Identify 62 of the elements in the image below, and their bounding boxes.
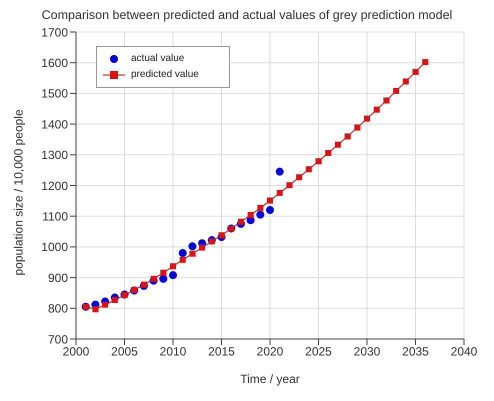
x-tick-label: 2035 xyxy=(402,344,430,359)
y-tick-label: 1700 xyxy=(41,25,68,40)
point xyxy=(422,59,428,66)
legend-label: predicted value xyxy=(131,68,199,82)
point xyxy=(276,168,284,176)
y-tick-label: 1100 xyxy=(42,209,68,224)
x-tick-label: 2005 xyxy=(111,344,138,359)
y-tick-label: 1300 xyxy=(41,148,68,162)
point xyxy=(257,204,264,211)
x-tick-label: 2025 xyxy=(305,344,332,359)
point xyxy=(383,97,390,104)
point xyxy=(412,68,418,75)
point xyxy=(276,190,283,196)
y-tick-label: 1400 xyxy=(41,117,68,132)
point xyxy=(354,124,360,130)
point xyxy=(112,297,118,304)
point xyxy=(92,306,98,312)
y-tick-label: 900 xyxy=(48,270,68,285)
point xyxy=(150,276,157,282)
point xyxy=(170,263,176,270)
x-axis-title: Time / year xyxy=(240,372,300,386)
point xyxy=(286,182,292,188)
point xyxy=(267,198,273,204)
y-tick-label: 800 xyxy=(48,302,68,316)
point xyxy=(364,116,370,122)
point xyxy=(102,302,108,308)
x-tick-label: 2000 xyxy=(62,344,90,359)
x-tick-label: 2015 xyxy=(208,344,236,359)
point xyxy=(393,88,400,94)
x-tick-label: 2030 xyxy=(354,344,381,359)
point xyxy=(189,250,196,257)
point xyxy=(325,150,332,156)
point xyxy=(180,256,186,263)
chart-title: Comparison between predicted and actual values of grey prediction model xyxy=(40,8,454,22)
point xyxy=(316,158,322,164)
point xyxy=(178,249,187,258)
point xyxy=(159,274,168,283)
x-tick-label: 2020 xyxy=(256,344,284,359)
y-tick-label: 1000 xyxy=(41,240,68,254)
point xyxy=(266,206,274,214)
y-tick-label: 1600 xyxy=(41,56,68,70)
y-tick-label: 1500 xyxy=(41,86,68,101)
y-tick-label: 1200 xyxy=(41,178,68,193)
point xyxy=(306,166,312,172)
point xyxy=(238,218,244,225)
x-tick-label: 2010 xyxy=(160,344,187,359)
point xyxy=(199,244,206,251)
point xyxy=(169,271,177,280)
point xyxy=(218,232,224,238)
x-tick-label: 2040 xyxy=(450,344,478,359)
point xyxy=(160,270,166,276)
point xyxy=(188,242,196,250)
point xyxy=(256,210,264,219)
y-tick-label: 700 xyxy=(48,332,68,346)
legend-label: actual value xyxy=(131,52,184,66)
point xyxy=(248,212,254,218)
y-axis-title: population size / 10,000 people xyxy=(11,109,26,276)
point xyxy=(402,78,409,84)
point xyxy=(344,133,351,140)
point xyxy=(374,106,380,113)
point xyxy=(334,142,341,148)
point xyxy=(296,174,302,180)
